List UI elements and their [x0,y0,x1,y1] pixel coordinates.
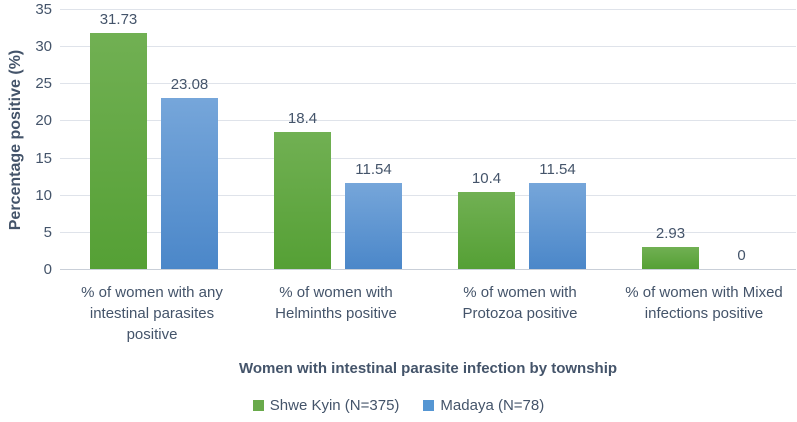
legend-label: Shwe Kyin (N=375) [269,397,400,414]
plot-area: 31.73 18.4 10.4 2.93 23.08 11.54 11.54 0 [60,9,796,270]
y-tick-label: 0 [43,261,52,278]
legend-item: Shwe Kyin (N=375) [252,397,400,414]
bar-value-label: 2.93 [655,225,686,243]
bar [345,183,402,269]
category-label: % of women with Helminths positive [275,284,397,322]
gridline [60,157,796,159]
bar-value-label: 31.73 [99,11,138,29]
category-label: % of women with Protozoa positive [462,284,578,322]
x-axis-title: Women with intestinal parasite infection… [238,360,618,377]
bar-value-label: 11.54 [355,161,392,179]
bar-value-label: 10.4 [471,169,502,187]
bar [274,132,331,269]
bar [458,191,515,269]
gridline [60,9,796,10]
category-label: % of women with Mixed infections positiv… [625,284,783,322]
legend: Shwe Kyin (N=375) Madaya (N=78) [0,397,797,414]
gridline [60,46,796,48]
y-tick-label: 5 [43,223,52,241]
legend-label: Madaya (N=78) [440,397,545,414]
y-axis-title: Percentage positive (%) [7,49,24,231]
bar-value-label: 0 [737,247,746,264]
bar-value-label: 11.54 [539,161,576,179]
y-tick-label: 15 [35,149,52,167]
y-tick-label: 30 [35,38,52,56]
bar-value-label: 18.4 [287,110,318,128]
category-labels: % of women with any intestinal parasites… [60,282,796,345]
category-label: % of women with any intestinal parasites… [81,284,223,343]
bar [642,247,699,269]
gridline [60,231,796,233]
legend-swatch [252,400,264,411]
legend-item: Madaya (N=78) [423,397,544,414]
bar [529,183,586,269]
y-tick-label: 10 [35,186,52,204]
bar-value-label: 23.08 [170,75,209,93]
gridline [60,194,796,196]
bar [90,33,147,269]
gridline [60,83,796,85]
gridline [60,120,796,122]
y-axis-ticks: 0 5 10 15 20 25 30 35 [0,0,52,290]
bar [161,97,218,269]
y-tick-label: 25 [35,75,52,93]
y-tick-label: 20 [35,112,52,130]
y-tick-label: 35 [35,1,52,18]
legend-swatch [423,400,435,411]
